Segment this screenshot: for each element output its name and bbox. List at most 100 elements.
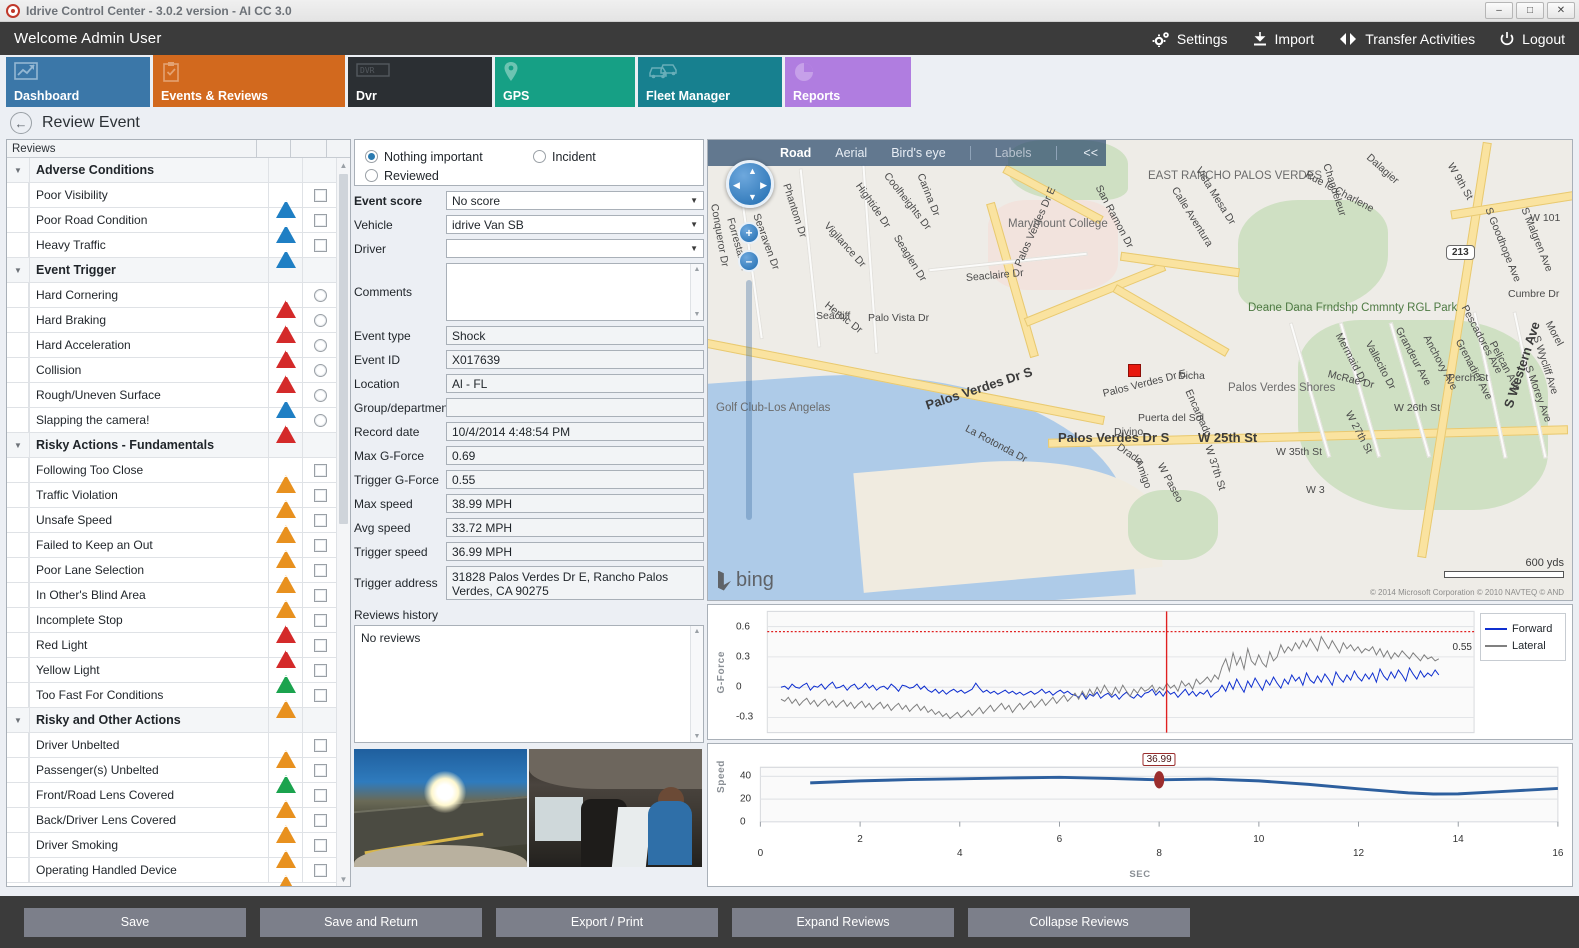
tree-item-row[interactable]: Slapping the camera! 4 [7, 408, 338, 443]
tree-item-control[interactable] [302, 758, 338, 782]
minimize-button[interactable]: – [1485, 2, 1513, 19]
expand-collapse-icon[interactable]: ▼ [14, 440, 22, 450]
maximize-button[interactable]: □ [1516, 2, 1544, 19]
close-button[interactable]: ✕ [1547, 2, 1575, 19]
radio-icon[interactable] [314, 388, 327, 402]
tab-gps[interactable]: GPS [495, 57, 635, 107]
tree-item-row[interactable]: Failed to Keep an Out 3 [7, 533, 338, 568]
tree-item-control[interactable] [302, 608, 338, 632]
tree-item-row[interactable]: Too Fast For Conditions 3 [7, 683, 338, 718]
chevron-down-icon[interactable]: ▼ [690, 244, 698, 253]
tree-item-row[interactable]: Following Too Close 3 [7, 458, 338, 493]
tab-dvr[interactable]: DVR Dvr [348, 57, 492, 107]
checkbox-icon[interactable] [314, 513, 327, 527]
chevron-down-icon[interactable]: ▼ [690, 220, 698, 229]
gforce-chart[interactable]: G-Force 0.6 0.3 0 -0.3 0.55 Forward Lateral [707, 604, 1573, 740]
tab-fleet-manager[interactable]: Fleet Manager [638, 57, 782, 107]
tree-item-row[interactable]: Yellow Light 2 [7, 658, 338, 693]
expand-collapse-icon[interactable]: ▼ [14, 265, 22, 275]
map-view-birdseye[interactable]: Bird's eye [891, 146, 946, 160]
radio-icon[interactable] [365, 150, 378, 163]
back-arrow-icon[interactable]: ← [10, 112, 32, 134]
scrollbar-thumb[interactable] [339, 174, 348, 524]
pan-down-icon[interactable]: ▼ [748, 192, 757, 202]
scroll-down-icon[interactable]: ▼ [693, 311, 701, 318]
tree-item-control[interactable] [302, 833, 338, 857]
export-print-button[interactable]: Export / Print [496, 907, 718, 937]
tree-item-row[interactable]: Heavy Traffic 1 [7, 233, 338, 268]
event-map[interactable]: 213 Palos Verdes Dr S Palos Verdes Dr S Pa… [707, 139, 1573, 601]
tree-item-row[interactable]: Rough/Uneven Surface 1 [7, 383, 338, 418]
radio-icon[interactable] [314, 288, 327, 302]
transfer-activities-button[interactable]: Transfer Activities [1338, 31, 1475, 47]
tree-item-row[interactable]: Operating Handled Device 3 [7, 858, 338, 886]
tree-item-control[interactable] [302, 533, 338, 557]
save-and-return-button[interactable]: Save and Return [260, 907, 482, 937]
tree-item-row[interactable]: Passenger(s) Unbelted 2 [7, 758, 338, 793]
tree-item-row[interactable]: Hard Braking 4 [7, 308, 338, 343]
tree-item-row[interactable]: Collision 4 [7, 358, 338, 393]
tree-item-control[interactable] [302, 358, 338, 382]
status-nothing-important[interactable]: Nothing important [365, 147, 533, 166]
tree-item-control[interactable] [302, 733, 338, 757]
tree-group-row[interactable]: ▼ Event Trigger [7, 258, 338, 283]
tree-item-row[interactable]: Poor Lane Selection 3 [7, 558, 338, 593]
tab-reports[interactable]: Reports [785, 57, 911, 107]
map-pan-control[interactable]: ▲ ▼ ◀ ▶ [726, 160, 774, 208]
event-score-select[interactable]: No score ▼ [446, 191, 704, 210]
speed-chart[interactable]: Speed 0 20 40 0 2 4 6 8 10 12 14 16 36.99 SEC [707, 743, 1573, 887]
pan-left-icon[interactable]: ◀ [733, 180, 740, 190]
tree-group-row[interactable]: ▼ Risky and Other Actions [7, 708, 338, 733]
checkbox-icon[interactable] [314, 238, 327, 252]
tree-item-control[interactable] [302, 233, 338, 257]
checkbox-icon[interactable] [314, 738, 327, 752]
tree-item-row[interactable]: Poor Visibility 1 [7, 183, 338, 218]
tree-item-control[interactable] [302, 783, 338, 807]
reviews-history-box[interactable]: No reviews ▲ ▼ [354, 625, 704, 743]
checkbox-icon[interactable] [314, 763, 327, 777]
tree-item-row[interactable]: Red Light 4 [7, 633, 338, 668]
scroll-up-icon[interactable]: ▲ [693, 628, 701, 635]
checkbox-icon[interactable] [314, 863, 327, 877]
settings-button[interactable]: Settings [1152, 31, 1228, 47]
scroll-down-icon[interactable]: ▼ [339, 874, 348, 884]
road-camera-thumbnail[interactable] [354, 749, 527, 867]
tree-item-control[interactable] [302, 808, 338, 832]
expand-collapse-icon[interactable]: ▼ [14, 165, 22, 175]
tree-item-control[interactable] [302, 483, 338, 507]
radio-icon[interactable] [314, 338, 327, 352]
logout-button[interactable]: Logout [1499, 31, 1565, 47]
radio-icon[interactable] [314, 413, 327, 427]
radio-icon[interactable] [314, 363, 327, 377]
checkbox-icon[interactable] [314, 663, 327, 677]
scroll-up-icon[interactable]: ▲ [339, 160, 348, 170]
expand-reviews-button[interactable]: Expand Reviews [732, 907, 954, 937]
tree-item-control[interactable] [302, 633, 338, 657]
tree-item-row[interactable]: Front/Road Lens Covered 3 [7, 783, 338, 818]
scroll-up-icon[interactable]: ▲ [693, 266, 701, 273]
tree-item-row[interactable]: Driver Smoking 3 [7, 833, 338, 868]
save-button[interactable]: Save [24, 907, 246, 937]
tree-item-control[interactable] [302, 283, 338, 307]
reviews-tree-scrollbar[interactable]: ▲ ▼ [336, 158, 350, 886]
tree-item-control[interactable] [302, 683, 338, 707]
tree-item-control[interactable] [302, 583, 338, 607]
tab-dashboard[interactable]: Dashboard [6, 57, 150, 107]
checkbox-icon[interactable] [314, 563, 327, 577]
driver-camera-thumbnail[interactable] [529, 749, 702, 867]
tree-item-control[interactable] [302, 458, 338, 482]
tree-item-control[interactable] [302, 383, 338, 407]
checkbox-icon[interactable] [314, 613, 327, 627]
tree-item-row[interactable]: Driver Unbelted 3 [7, 733, 338, 768]
event-location-marker[interactable] [1128, 364, 1141, 377]
tree-item-row[interactable]: Incomplete Stop 4 [7, 608, 338, 643]
checkbox-icon[interactable] [314, 538, 327, 552]
vehicle-select[interactable]: idrive Van SB ▼ [446, 215, 704, 234]
radio-icon[interactable] [533, 150, 546, 163]
checkbox-icon[interactable] [314, 463, 327, 477]
tab-events-reviews[interactable]: Events & Reviews [153, 55, 345, 107]
checkbox-icon[interactable] [314, 813, 327, 827]
tree-item-control[interactable] [302, 558, 338, 582]
tree-item-control[interactable] [302, 858, 338, 882]
zoom-out-icon[interactable]: – [738, 250, 760, 272]
